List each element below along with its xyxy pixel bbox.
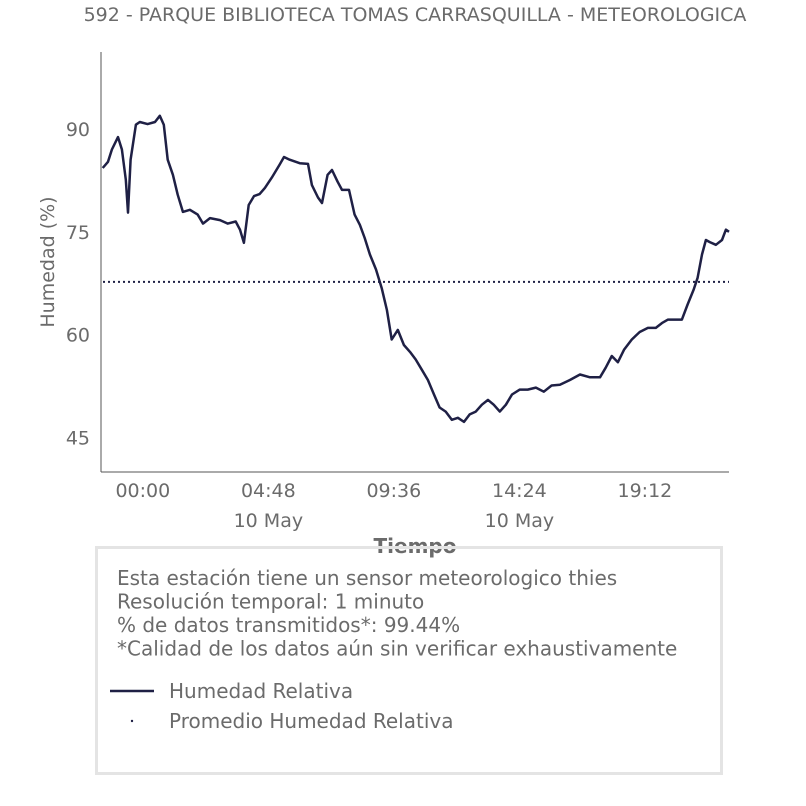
info-text: % de datos transmitidos*: 99.44% — [117, 613, 460, 637]
legend-label: Promedio Humedad Relativa — [169, 709, 453, 733]
y-tick-label: 90 — [66, 119, 90, 141]
info-box — [95, 546, 723, 775]
x-tick-label: 04:48 10 May — [234, 480, 304, 532]
x-tick-label: 00:00 — [115, 480, 170, 502]
info-text: Esta estación tiene un sensor meteorolog… — [117, 566, 617, 590]
info-text: *Calidad de los datos aún sin verificar … — [117, 637, 677, 661]
y-tick-label: 60 — [66, 325, 90, 347]
y-tick-label: 75 — [66, 222, 90, 244]
info-text: Resolución temporal: 1 minuto — [117, 590, 424, 614]
x-tick-label: 14:24 10 May — [485, 480, 555, 532]
y-tick-label: 45 — [66, 428, 90, 450]
y-axis-label: Humedad (%) — [37, 196, 59, 327]
legend-label: Humedad Relativa — [169, 679, 353, 703]
line-series — [101, 114, 730, 424]
x-tick-label: 19:12 — [618, 480, 673, 502]
x-tick-label: 09:36 — [366, 480, 421, 502]
legend-swatch — [130, 719, 134, 723]
chart-title: 592 - PARQUE BIBLIOTECA TOMAS CARRASQUIL… — [84, 4, 747, 26]
